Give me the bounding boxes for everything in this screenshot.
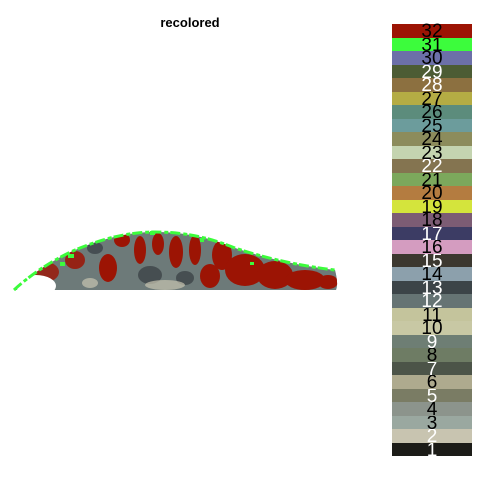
legend-label: 32: [392, 22, 472, 41]
color-legend: 1 2 3 4 5 6 7 8 9 10 11 12 13 14 15 16 17 18 19 20 21 22 23 24 2…: [392, 24, 472, 456]
legend-swatch-32: 32: [392, 24, 472, 38]
fish-eye-hole: [16, 275, 56, 297]
